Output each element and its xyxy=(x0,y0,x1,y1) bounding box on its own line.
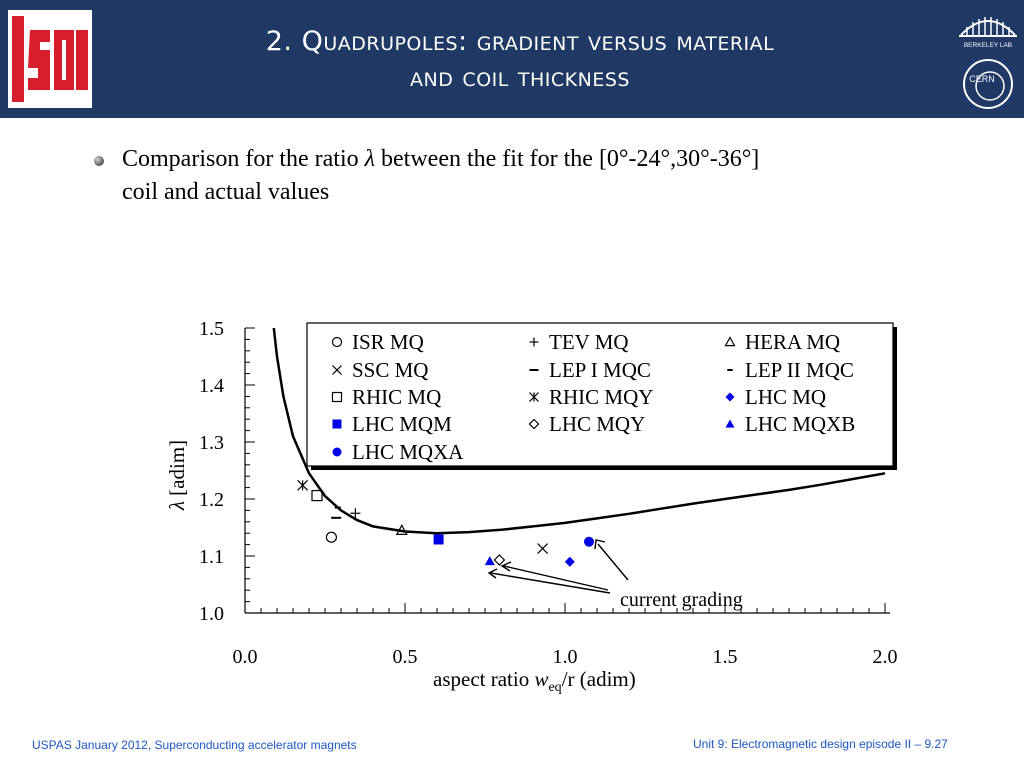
data-point xyxy=(484,556,495,566)
annotation-arrow-1 xyxy=(597,543,629,581)
x-axis-label: aspect ratio weq/r (adim) xyxy=(433,667,636,695)
legend-label: HERA MQ xyxy=(745,330,840,354)
data-point xyxy=(493,554,506,566)
y-tick-label: 1.3 xyxy=(199,432,224,454)
legend-marker xyxy=(724,336,736,347)
lambda-chart: 0.0 0.5 1.0 1.5 2.0 1.0 1.1 1.2 1.3 1.4 1.5 ISR MQ… xyxy=(165,318,898,695)
y-tick-label: 1.5 xyxy=(199,318,224,340)
footer-left: USPAS January 2012, Superconducting acce… xyxy=(32,738,357,752)
x-axis-label-sub: eq xyxy=(548,680,561,695)
x-tick-label: 0.5 xyxy=(393,646,418,668)
x-axis-label-w: w xyxy=(534,667,548,691)
bullet-text-part1: Comparison for the ratio xyxy=(122,146,365,172)
legend-box xyxy=(306,322,894,467)
legend-label: SSC MQ xyxy=(352,358,428,382)
legend-label: TEV MQ xyxy=(549,330,629,354)
y-tick-label: 1.2 xyxy=(199,489,224,511)
berkeley-lab-text: BERKELEY LAB xyxy=(964,42,1012,49)
berkeley-lab-logo: BERKELEY LAB xyxy=(959,17,1017,49)
x-tick-label: 1.5 xyxy=(713,646,738,668)
chart-legend: ISR MQ TEV MQ HERA MQ SSC MQ LEP I MQC LEP II… xyxy=(306,322,897,470)
annotation-label: current grading xyxy=(620,589,743,611)
y-axis-label: λ [adim] xyxy=(165,440,189,511)
cern-logo: CERN xyxy=(960,55,1016,113)
y-tick-label: 1.1 xyxy=(199,546,224,568)
bullet-icon xyxy=(94,156,104,166)
legend-label: LHC MQ xyxy=(745,385,826,409)
cern-text: CERN xyxy=(969,74,995,84)
y-tick-label: 1.4 xyxy=(199,375,224,397)
data-point xyxy=(537,543,549,555)
data-point xyxy=(395,524,408,535)
annotation-arrow-3 xyxy=(490,572,611,594)
x-tick-label: 1.0 xyxy=(553,646,578,668)
annotation-arrowhead-1 xyxy=(594,539,606,550)
bullet-text-line2: coil and actual values xyxy=(122,179,330,205)
title-line-2: and coil thickness xyxy=(410,62,630,93)
bullet-text-part2: between the fit for the [0°-24°,30°-36°] xyxy=(375,146,760,172)
y-axis-label-unit: [adim] xyxy=(165,440,189,501)
legend-marker xyxy=(331,391,343,403)
x-axis-label-pre: aspect ratio xyxy=(433,667,534,691)
legend-marker xyxy=(331,336,343,348)
legend-label: LEP II MQC xyxy=(745,358,854,382)
legend-marker xyxy=(725,419,735,428)
tick-labels: 0.0 0.5 1.0 1.5 2.0 1.0 1.1 1.2 1.3 1.4 1.5 xyxy=(199,318,898,668)
annotation-group: current grading xyxy=(487,539,743,611)
bullet-lambda: λ xyxy=(364,146,376,172)
data-points xyxy=(297,479,594,567)
y-axis-label-lambda: λ xyxy=(165,501,189,511)
legend-label: ISR MQ xyxy=(352,330,424,354)
legend-marker xyxy=(332,447,342,457)
data-point xyxy=(325,531,337,543)
legend-label: LHC MQXB xyxy=(745,412,855,436)
chart-axes xyxy=(244,328,890,614)
fit-curve-line xyxy=(272,327,886,535)
annotation-arrowhead-3 xyxy=(487,568,498,579)
data-point xyxy=(564,556,575,567)
bullet-text: Comparison for the ratio λ between the f… xyxy=(122,143,982,209)
legend-label: LHC MQXA xyxy=(352,440,464,464)
data-point xyxy=(297,479,309,491)
legend-marker xyxy=(725,392,735,402)
legend-marker xyxy=(529,337,539,347)
title-line-1: 2. Quadrupoles: gradient versus material xyxy=(265,26,775,57)
y-tick-label: 1.0 xyxy=(199,603,224,625)
data-point xyxy=(433,534,444,545)
x-tick-label: 2.0 xyxy=(873,646,898,668)
minor-ticks xyxy=(244,327,886,614)
data-point xyxy=(311,489,323,502)
slide-header: 2. Quadrupoles: gradient versus material… xyxy=(0,0,1024,118)
data-point xyxy=(584,536,594,547)
legend-label: LHC MQM xyxy=(352,412,452,436)
annotation-arrow-2 xyxy=(503,565,609,591)
slide-title: 2. Quadrupoles: gradient versus material… xyxy=(120,24,920,96)
uspas-logo xyxy=(8,10,92,108)
footer-right: Unit 9: Electromagnetic design episode I… xyxy=(693,737,948,751)
legend-label: LHC MQY xyxy=(549,412,645,436)
legend-label: RHIC MQ xyxy=(352,385,441,409)
x-tick-label: 0.0 xyxy=(233,646,258,668)
legend-marker xyxy=(529,392,539,402)
data-point xyxy=(350,508,361,519)
x-axis-label-post: /r (adim) xyxy=(562,667,636,691)
legend-marker xyxy=(528,418,540,430)
legend-label: RHIC MQY xyxy=(549,385,653,409)
legend-marker xyxy=(332,419,342,429)
legend-marker xyxy=(332,365,342,375)
legend-label: LEP I MQC xyxy=(549,358,651,382)
annotation-arrowhead-2 xyxy=(500,561,512,572)
